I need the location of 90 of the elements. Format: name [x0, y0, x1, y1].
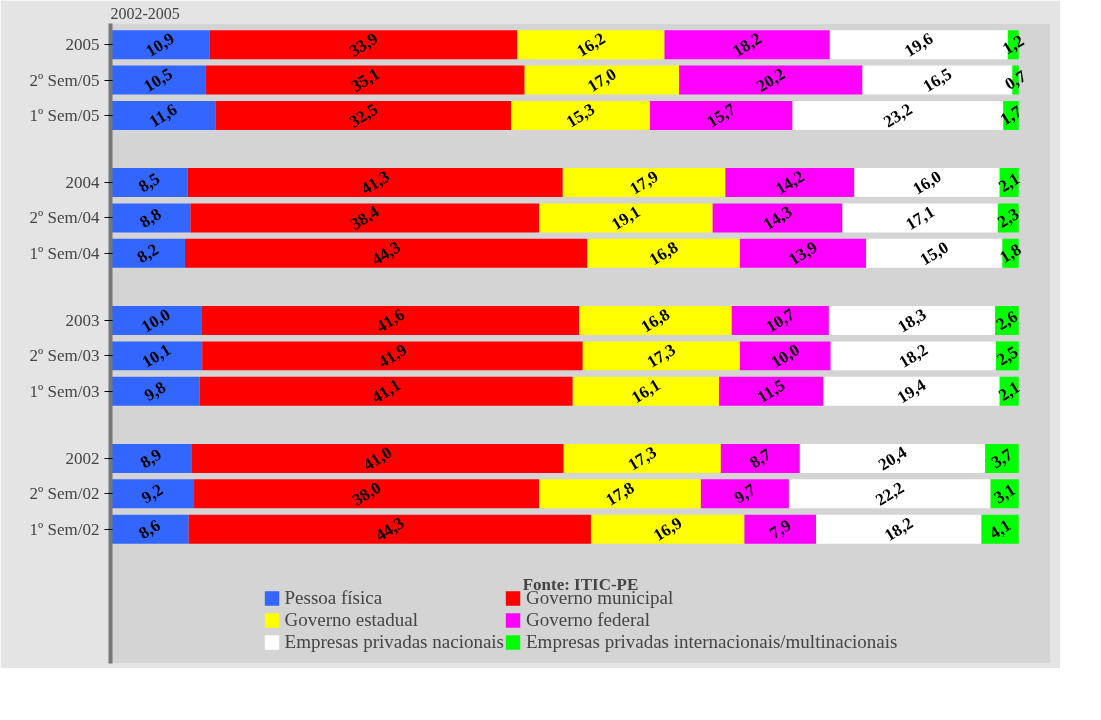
data-label: 32,5 [345, 99, 382, 132]
data-label: 10,0 [767, 340, 803, 372]
data-label: 16,8 [637, 304, 674, 337]
data-label: 18,3 [894, 304, 930, 337]
data-label: 38,4 [347, 201, 383, 234]
data-label: 41,9 [374, 340, 411, 372]
data-label: 11,6 [145, 99, 181, 132]
data-label: 8,5 [135, 168, 164, 197]
data-label: 17,0 [584, 64, 620, 96]
y-tick-label: 2º Sem/04 [29, 208, 100, 228]
data-label: 2,1 [995, 377, 1024, 405]
data-label: 14,3 [759, 202, 796, 234]
chart-title: 2002-2005 [110, 4, 180, 22]
data-label: 16,1 [628, 375, 664, 408]
data-label: 4,1 [986, 515, 1015, 543]
data-label: 17,8 [602, 477, 638, 510]
data-label: 2,5 [993, 342, 1022, 370]
data-label: 19,6 [901, 28, 937, 61]
data-label: 9,8 [140, 377, 170, 405]
y-tick-label: 1º Sem/05 [29, 105, 100, 125]
data-label: 41,3 [357, 166, 393, 199]
data-label: 16,5 [919, 64, 956, 96]
data-label: 20,2 [753, 64, 789, 96]
data-label: 2,6 [992, 306, 1021, 335]
data-label: 16,8 [645, 237, 682, 270]
data-label: 17,9 [626, 166, 662, 199]
data-label: 8,7 [746, 444, 775, 473]
data-label: 41,1 [368, 375, 404, 408]
data-label: 41,0 [359, 442, 396, 475]
data-label: 17,3 [643, 340, 679, 372]
y-tick-label: 1º Sem/03 [29, 381, 100, 401]
data-label: 1,8 [996, 239, 1025, 267]
y-tick-label: 2005 [65, 35, 100, 55]
data-label: 3,7 [987, 444, 1017, 473]
data-label: 38,0 [348, 477, 385, 510]
data-label: 2,1 [995, 168, 1024, 197]
data-label: 19,4 [893, 375, 930, 408]
data-label: 44,3 [368, 237, 404, 270]
data-label: 0,7 [1001, 66, 1030, 94]
data-label: 20,4 [874, 442, 911, 475]
data-label: 41,6 [372, 304, 408, 337]
y-tick-label: 1º Sem/04 [29, 243, 100, 263]
data-label: 13,9 [785, 237, 821, 270]
data-label: 33,9 [345, 28, 382, 61]
data-label: 10,9 [142, 28, 178, 61]
data-label: 19,1 [608, 202, 644, 234]
data-label: 15,0 [916, 237, 952, 270]
y-tick-label: 2002 [65, 448, 100, 468]
y-tick-label: 2º Sem/03 [29, 346, 100, 366]
data-label: 2,3 [994, 204, 1023, 232]
data-label: 8,8 [136, 204, 165, 232]
data-label: 1,7 [996, 101, 1026, 130]
data-label: 17,3 [624, 442, 660, 475]
data-label: 22,2 [872, 477, 908, 510]
y-tick-label: 2003 [65, 311, 100, 331]
data-label: 9,2 [138, 480, 167, 508]
y-tick-label: 2004 [65, 173, 100, 193]
data-label: 18,2 [729, 28, 765, 61]
data-label: 15,3 [562, 99, 599, 132]
data-label: 3,1 [990, 480, 1019, 508]
data-label: 10,7 [762, 304, 799, 337]
data-label: 16,0 [909, 166, 945, 199]
data-label: 10,0 [138, 304, 174, 337]
legend-label: Empresas privadas internacionais/multinacionais [526, 631, 898, 653]
data-label: 9,7 [730, 479, 760, 508]
data-label: 17,1 [902, 202, 938, 234]
data-label: 15,7 [703, 99, 740, 132]
data-label: 35,1 [347, 64, 383, 96]
legend-label: Governo estadual [284, 609, 419, 631]
data-label: 8,2 [133, 239, 162, 267]
data-label: 7,9 [766, 515, 795, 543]
y-tick-label: 1º Sem/02 [29, 519, 100, 539]
legend-label: Empresas privadas nacionais [284, 631, 505, 653]
data-label: 10,1 [138, 340, 174, 372]
y-tick-label: 2º Sem/02 [29, 484, 100, 504]
data-label: 11,5 [753, 375, 789, 407]
data-label: 23,2 [880, 99, 916, 132]
legend-label: Pessoa física [284, 587, 383, 609]
y-tick-label: 2º Sem/05 [29, 70, 100, 90]
data-label: 1,2 [999, 31, 1028, 59]
data-label: 18,2 [895, 340, 931, 372]
data-label: 14,2 [772, 166, 808, 199]
legend-label: Governo federal [526, 609, 650, 631]
data-label: 10,5 [140, 64, 176, 96]
data-label: 18,2 [881, 513, 917, 546]
data-label: 16,9 [650, 513, 686, 546]
data-label: 16,2 [573, 28, 609, 61]
data-label: 44,3 [372, 513, 408, 546]
data-label: 8,9 [136, 444, 165, 473]
data-label: 8,6 [135, 515, 164, 543]
